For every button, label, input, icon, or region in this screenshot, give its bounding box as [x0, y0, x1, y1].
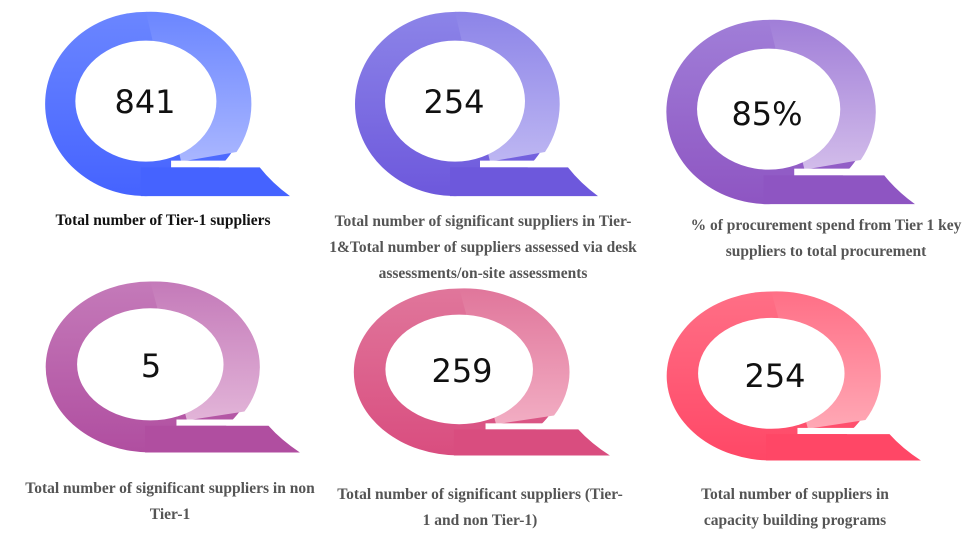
ring-tail — [766, 434, 921, 461]
stat-label: Total number of suppliers in capacity bu… — [701, 486, 889, 529]
stat-card-significant-all: 259 — [338, 285, 612, 459]
ring-inner — [697, 48, 841, 170]
stat-card-significant-tier1: 254 — [340, 8, 600, 200]
ring-tail — [140, 167, 290, 197]
ring-icon — [353, 288, 612, 456]
stat-card-non-tier1: 5 — [30, 278, 302, 456]
ring-tail — [450, 167, 598, 197]
ring-inner — [75, 40, 217, 162]
stat-label: % of procurement spend from Tier 1 key s… — [690, 217, 962, 260]
ring-icon — [45, 11, 292, 197]
stat-card-capacity-building: 254 — [651, 288, 923, 464]
stat-value: 85% — [731, 95, 803, 133]
ring-tail — [763, 175, 915, 205]
stat-label: Total number of significant suppliers in… — [25, 480, 315, 523]
ring-inner — [385, 314, 533, 425]
stat-value: 254 — [423, 83, 485, 121]
ring-inner — [698, 317, 845, 429]
stat-label: Total number of Tier-1 suppliers — [55, 212, 271, 229]
stat-value: 259 — [431, 352, 493, 390]
ring-icon — [666, 291, 923, 461]
stat-card-tier1-suppliers: 841 — [30, 8, 292, 200]
ring-inner — [385, 40, 525, 162]
stat-label: Total number of significant suppliers (T… — [337, 486, 623, 529]
ring-inner — [77, 308, 224, 421]
ring-icon — [355, 11, 600, 197]
ring-tail — [453, 429, 610, 456]
stat-card-procurement-spend: 85% — [651, 16, 917, 208]
stat-value: 5 — [140, 347, 162, 385]
ring-icon — [666, 19, 917, 205]
stat-label: Total number of significant suppliers in… — [329, 213, 637, 282]
stat-value: 254 — [744, 357, 806, 395]
ring-icon — [45, 281, 302, 453]
stat-value: 841 — [114, 83, 176, 121]
ring-tail — [145, 425, 300, 453]
